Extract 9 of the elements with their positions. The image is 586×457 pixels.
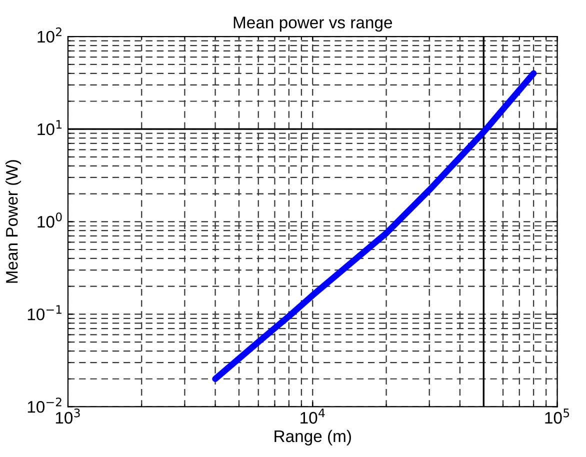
chart-title: Mean power vs range [234,16,392,32]
y-tick-label: 10$^{2}$ [38,27,62,43]
y-tick-label: 10$^{0}$ [38,212,62,228]
x-tick-label: 10$^{5}$ [545,408,570,424]
y-tick-label: 10$^{−1}$ [28,305,62,320]
x-axis-title: Range (m) [274,430,351,446]
y-axis-title: Mean Power (W) [6,160,22,283]
y-tick-label: 10$^{1}$ [38,120,62,136]
x-tick-label: 10$^{4}$ [300,408,325,424]
